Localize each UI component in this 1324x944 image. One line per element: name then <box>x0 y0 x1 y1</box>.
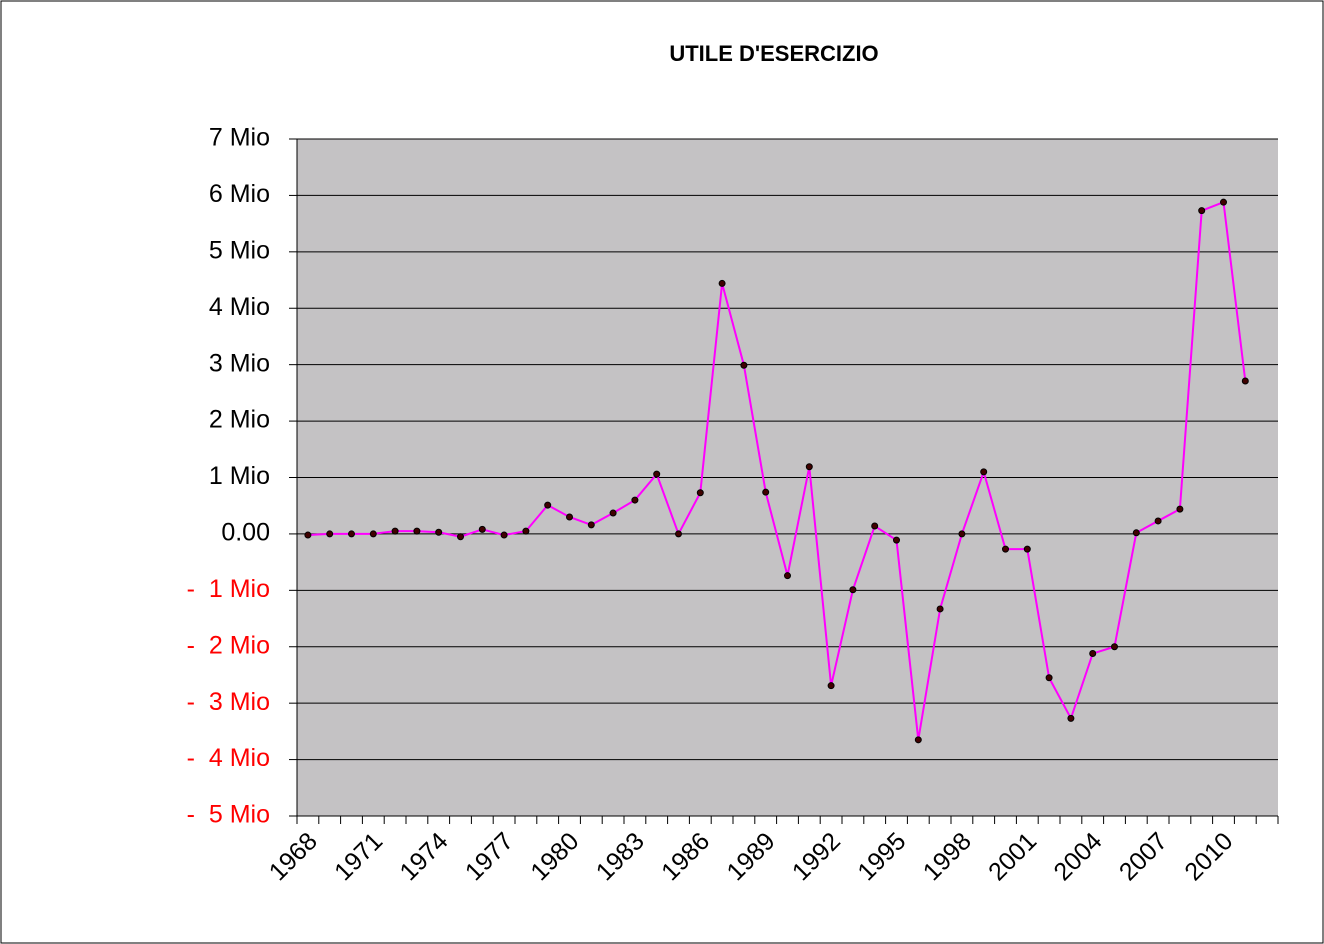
y-tick-label: 4 Mio <box>209 293 270 321</box>
point-marker <box>478 525 486 533</box>
series-line <box>307 200 1247 741</box>
point-marker <box>653 470 661 478</box>
point-marker <box>893 536 900 544</box>
point-marker <box>326 530 334 538</box>
y-tick-label: - 3 Mio <box>187 688 270 716</box>
y-tick-label: 7 Mio <box>209 124 270 152</box>
point-marker <box>522 527 530 535</box>
y-tick-label: 1 Mio <box>209 462 270 490</box>
point-marker <box>718 279 726 287</box>
point-marker <box>609 509 617 517</box>
point-marker <box>1089 650 1097 658</box>
point-marker <box>369 530 377 538</box>
point-marker <box>631 496 639 504</box>
point-marker <box>1023 545 1031 553</box>
point-marker <box>784 572 791 580</box>
y-tick-label: 3 Mio <box>209 349 270 377</box>
point-marker <box>457 533 464 541</box>
point-marker <box>1154 517 1162 525</box>
point-marker <box>958 530 966 538</box>
y-tick-label: - 2 Mio <box>187 631 270 659</box>
point-marker <box>1241 377 1249 385</box>
point-marker <box>675 530 682 538</box>
point-marker <box>348 530 355 538</box>
y-tick-label: 6 Mio <box>209 180 270 208</box>
point-marker <box>1111 643 1118 651</box>
point-marker <box>435 528 443 536</box>
point-marker <box>413 527 421 535</box>
point-marker <box>391 527 399 535</box>
y-tick-label: 0.00 <box>221 519 270 547</box>
point-marker <box>696 489 704 497</box>
chart-title: UTILE D'ESERCIZIO <box>669 41 878 66</box>
y-tick-label: 2 Mio <box>209 406 270 434</box>
point-marker <box>1132 529 1140 537</box>
point-marker <box>1198 207 1206 215</box>
point-marker <box>805 463 813 471</box>
point-marker <box>980 468 988 476</box>
point-marker <box>587 521 595 529</box>
point-marker <box>304 531 312 539</box>
point-marker <box>827 682 835 690</box>
point-marker <box>1045 674 1053 682</box>
point-marker <box>936 605 944 613</box>
y-tick-label: - 4 Mio <box>187 744 270 772</box>
point-marker <box>1067 714 1075 722</box>
point-marker <box>566 513 573 521</box>
point-marker <box>914 736 922 744</box>
point-marker <box>1002 545 1009 553</box>
y-tick-label: - 5 Mio <box>187 801 270 829</box>
y-tick-label: 5 Mio <box>209 236 270 264</box>
point-marker <box>871 522 879 530</box>
point-marker <box>849 586 857 594</box>
y-tick-label: - 1 Mio <box>187 575 270 603</box>
point-marker <box>740 361 748 369</box>
point-marker <box>762 488 770 496</box>
point-marker <box>500 531 508 539</box>
point-marker <box>1176 505 1184 513</box>
point-marker <box>544 501 552 509</box>
point-marker <box>1220 198 1227 206</box>
